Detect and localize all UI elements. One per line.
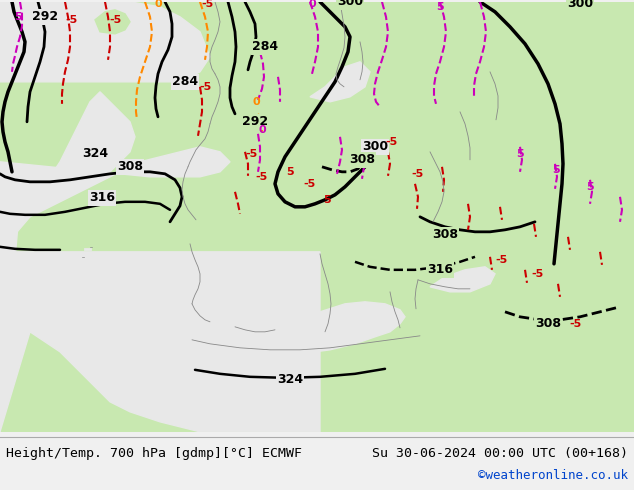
Text: ©weatheronline.co.uk: ©weatheronline.co.uk: [478, 469, 628, 483]
Polygon shape: [0, 147, 230, 252]
Text: 308: 308: [432, 228, 458, 242]
Text: Su 30-06-2024 00:00 UTC (00+168): Su 30-06-2024 00:00 UTC (00+168): [372, 447, 628, 460]
Text: 0: 0: [258, 125, 266, 135]
Text: -5: -5: [412, 169, 424, 179]
Text: -5: -5: [386, 137, 398, 147]
Text: 324: 324: [277, 373, 303, 386]
Text: -5: -5: [199, 82, 211, 92]
Text: -5: -5: [246, 149, 258, 159]
Polygon shape: [310, 62, 370, 102]
Text: 300: 300: [567, 0, 593, 10]
Text: -5: -5: [202, 0, 214, 9]
Polygon shape: [278, 87, 302, 124]
Text: 308: 308: [349, 153, 375, 166]
Text: -5: -5: [531, 269, 543, 279]
Text: 292: 292: [32, 10, 58, 24]
Text: -5: -5: [569, 319, 581, 329]
Polygon shape: [258, 100, 275, 117]
Text: 5: 5: [516, 149, 524, 159]
Polygon shape: [95, 10, 130, 34]
Text: 5: 5: [286, 167, 294, 177]
Polygon shape: [430, 267, 495, 292]
Polygon shape: [0, 92, 135, 432]
Polygon shape: [215, 302, 405, 354]
Text: 324: 324: [82, 147, 108, 160]
Text: -5: -5: [66, 15, 78, 25]
Text: 0: 0: [154, 0, 162, 9]
Text: 316: 316: [89, 191, 115, 204]
Text: 292: 292: [242, 115, 268, 128]
Text: Height/Temp. 700 hPa [gdmp][°C] ECMWF: Height/Temp. 700 hPa [gdmp][°C] ECMWF: [6, 447, 302, 460]
Text: 5: 5: [14, 12, 22, 22]
Text: 284: 284: [172, 75, 198, 88]
Text: 300: 300: [362, 140, 388, 153]
Text: 5: 5: [552, 165, 560, 175]
Text: 300: 300: [337, 0, 363, 8]
Text: 308: 308: [117, 160, 143, 173]
Text: 0: 0: [308, 0, 316, 9]
Polygon shape: [0, 2, 210, 82]
Text: 284: 284: [252, 40, 278, 53]
Text: 5: 5: [586, 182, 594, 192]
Text: -5: -5: [304, 179, 316, 189]
Text: 5: 5: [436, 2, 444, 12]
Text: 0: 0: [252, 97, 260, 107]
Text: 5: 5: [323, 195, 331, 205]
Text: -5: -5: [256, 172, 268, 182]
Text: 316: 316: [427, 263, 453, 276]
Text: -5: -5: [496, 255, 508, 265]
Polygon shape: [0, 252, 320, 432]
Text: 308: 308: [535, 318, 561, 330]
Text: -5: -5: [109, 15, 121, 25]
